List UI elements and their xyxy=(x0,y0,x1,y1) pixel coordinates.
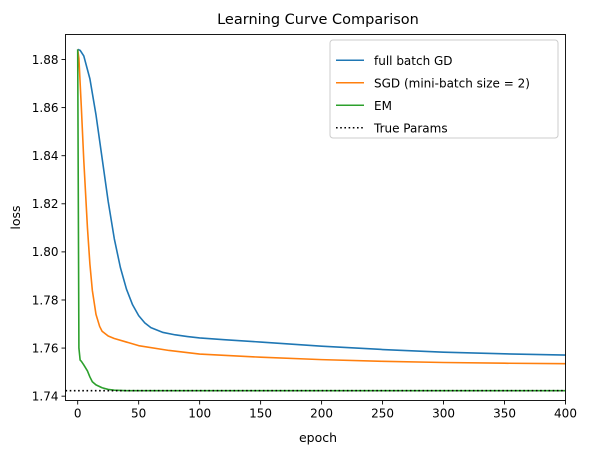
plot-marks xyxy=(65,48,566,392)
legend-label: full batch GD xyxy=(374,54,453,68)
y-tick-label: 1.76 xyxy=(32,341,59,355)
y-axis-label: loss xyxy=(8,205,23,229)
y-tick-label: 1.86 xyxy=(32,101,59,115)
x-tick-label: 200 xyxy=(310,407,333,421)
y-tick-label: 1.74 xyxy=(32,389,59,403)
x-tick-label: 100 xyxy=(188,407,211,421)
chart-title: Learning Curve Comparison xyxy=(217,12,419,28)
y-tick-label: 1.80 xyxy=(32,245,59,259)
y-tick-label: 1.78 xyxy=(32,293,59,307)
legend-box xyxy=(329,39,559,139)
x-tick-label: 300 xyxy=(432,407,455,421)
plot-frame xyxy=(65,34,566,401)
series-line-em xyxy=(76,49,566,392)
legend-label: True Params xyxy=(373,121,448,135)
legend: full batch GD SGD (mini-batch size = 2) EM… xyxy=(329,39,559,139)
x-tick-label: 400 xyxy=(554,407,577,421)
y-tick-label: 1.82 xyxy=(32,197,59,211)
x-tick-label: 350 xyxy=(493,407,516,421)
x-axis-label: epoch xyxy=(299,430,337,445)
series-line-full-batch-gd xyxy=(77,48,566,356)
y-axis: 1.74 1.76 1.78 1.80 1.82 1.84 1.86 1.88 xyxy=(32,53,66,403)
x-tick-label: 250 xyxy=(371,407,394,421)
x-tick-label: 0 xyxy=(74,407,82,421)
y-tick-label: 1.88 xyxy=(32,53,59,67)
legend-label: EM xyxy=(374,99,392,113)
legend-label: SGD (mini-batch size = 2) xyxy=(374,76,530,90)
x-tick-label: 150 xyxy=(249,407,272,421)
x-axis: 0 50 100 150 200 250 300 350 400 xyxy=(74,400,577,421)
y-tick-label: 1.84 xyxy=(32,149,59,163)
series-line-sgd-mini-batch-size-2 xyxy=(76,49,566,365)
x-tick-label: 50 xyxy=(131,407,146,421)
